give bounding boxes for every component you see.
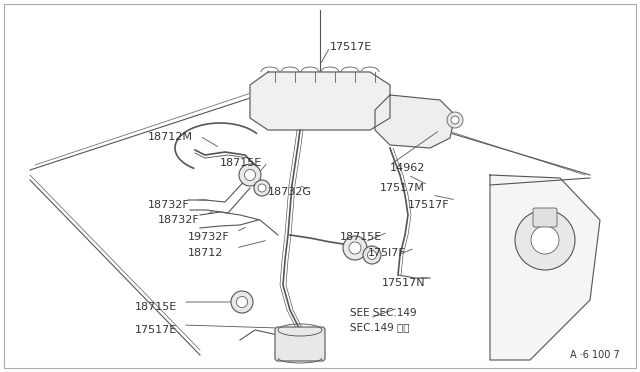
- Text: 17517E: 17517E: [135, 325, 177, 335]
- Circle shape: [451, 116, 459, 124]
- Text: 18715E: 18715E: [340, 232, 382, 242]
- Text: 17517F: 17517F: [408, 200, 450, 210]
- Text: 175l7F: 175l7F: [368, 248, 406, 258]
- Text: 18715E: 18715E: [135, 302, 177, 312]
- Circle shape: [343, 236, 367, 260]
- Text: A ·6 100 7: A ·6 100 7: [570, 350, 620, 360]
- Circle shape: [237, 296, 248, 308]
- Circle shape: [244, 170, 255, 180]
- Text: 17517M: 17517M: [380, 183, 425, 193]
- Text: 18732F: 18732F: [158, 215, 200, 225]
- Text: SEE SEC.149: SEE SEC.149: [350, 308, 417, 318]
- FancyBboxPatch shape: [533, 208, 557, 227]
- Polygon shape: [250, 72, 390, 130]
- Circle shape: [254, 180, 270, 196]
- Circle shape: [531, 226, 559, 254]
- Text: 17517E: 17517E: [330, 42, 372, 52]
- Text: 17517N: 17517N: [382, 278, 426, 288]
- Text: 18732F: 18732F: [148, 200, 189, 210]
- Circle shape: [447, 112, 463, 128]
- Circle shape: [363, 246, 381, 264]
- Circle shape: [258, 184, 266, 192]
- Text: 18712M: 18712M: [148, 132, 193, 142]
- Text: 18732G: 18732G: [268, 187, 312, 197]
- Circle shape: [349, 242, 361, 254]
- Text: 18712: 18712: [188, 248, 223, 258]
- Text: SEC.149 参照: SEC.149 参照: [350, 322, 410, 332]
- Circle shape: [515, 210, 575, 270]
- Polygon shape: [490, 175, 600, 360]
- FancyBboxPatch shape: [275, 327, 325, 361]
- Text: 14962: 14962: [390, 163, 426, 173]
- Polygon shape: [375, 95, 455, 148]
- Text: 19732F: 19732F: [188, 232, 230, 242]
- Text: 18715E: 18715E: [220, 158, 262, 168]
- Circle shape: [367, 250, 376, 260]
- Circle shape: [239, 164, 261, 186]
- Circle shape: [231, 291, 253, 313]
